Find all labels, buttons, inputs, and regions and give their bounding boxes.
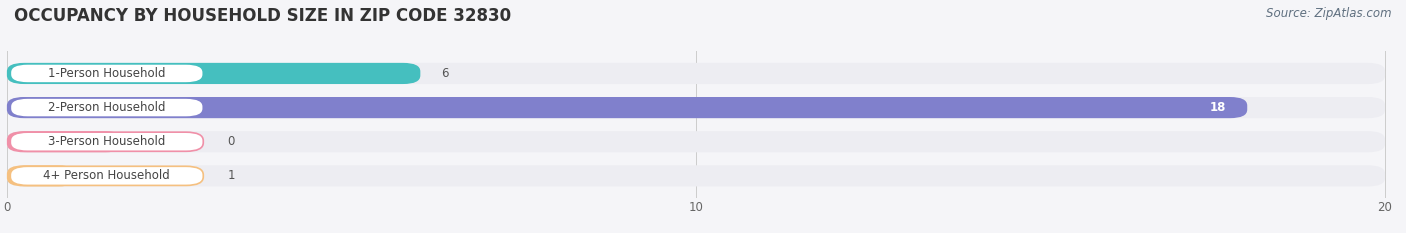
FancyBboxPatch shape	[7, 131, 1385, 152]
FancyBboxPatch shape	[10, 98, 204, 117]
FancyBboxPatch shape	[10, 64, 204, 83]
FancyBboxPatch shape	[7, 97, 1247, 118]
FancyBboxPatch shape	[7, 165, 1385, 186]
Text: 18: 18	[1211, 101, 1226, 114]
FancyBboxPatch shape	[7, 97, 1385, 118]
Text: 1-Person Household: 1-Person Household	[48, 67, 166, 80]
Text: 6: 6	[441, 67, 449, 80]
FancyBboxPatch shape	[7, 63, 420, 84]
Text: 3-Person Household: 3-Person Household	[48, 135, 166, 148]
Text: 0: 0	[228, 135, 235, 148]
Text: 4+ Person Household: 4+ Person Household	[44, 169, 170, 182]
Text: 2-Person Household: 2-Person Household	[48, 101, 166, 114]
FancyBboxPatch shape	[7, 131, 122, 152]
FancyBboxPatch shape	[7, 165, 76, 186]
FancyBboxPatch shape	[10, 166, 204, 185]
FancyBboxPatch shape	[10, 132, 204, 151]
Text: 1: 1	[228, 169, 235, 182]
Text: OCCUPANCY BY HOUSEHOLD SIZE IN ZIP CODE 32830: OCCUPANCY BY HOUSEHOLD SIZE IN ZIP CODE …	[14, 7, 512, 25]
FancyBboxPatch shape	[7, 63, 1385, 84]
Text: Source: ZipAtlas.com: Source: ZipAtlas.com	[1267, 7, 1392, 20]
